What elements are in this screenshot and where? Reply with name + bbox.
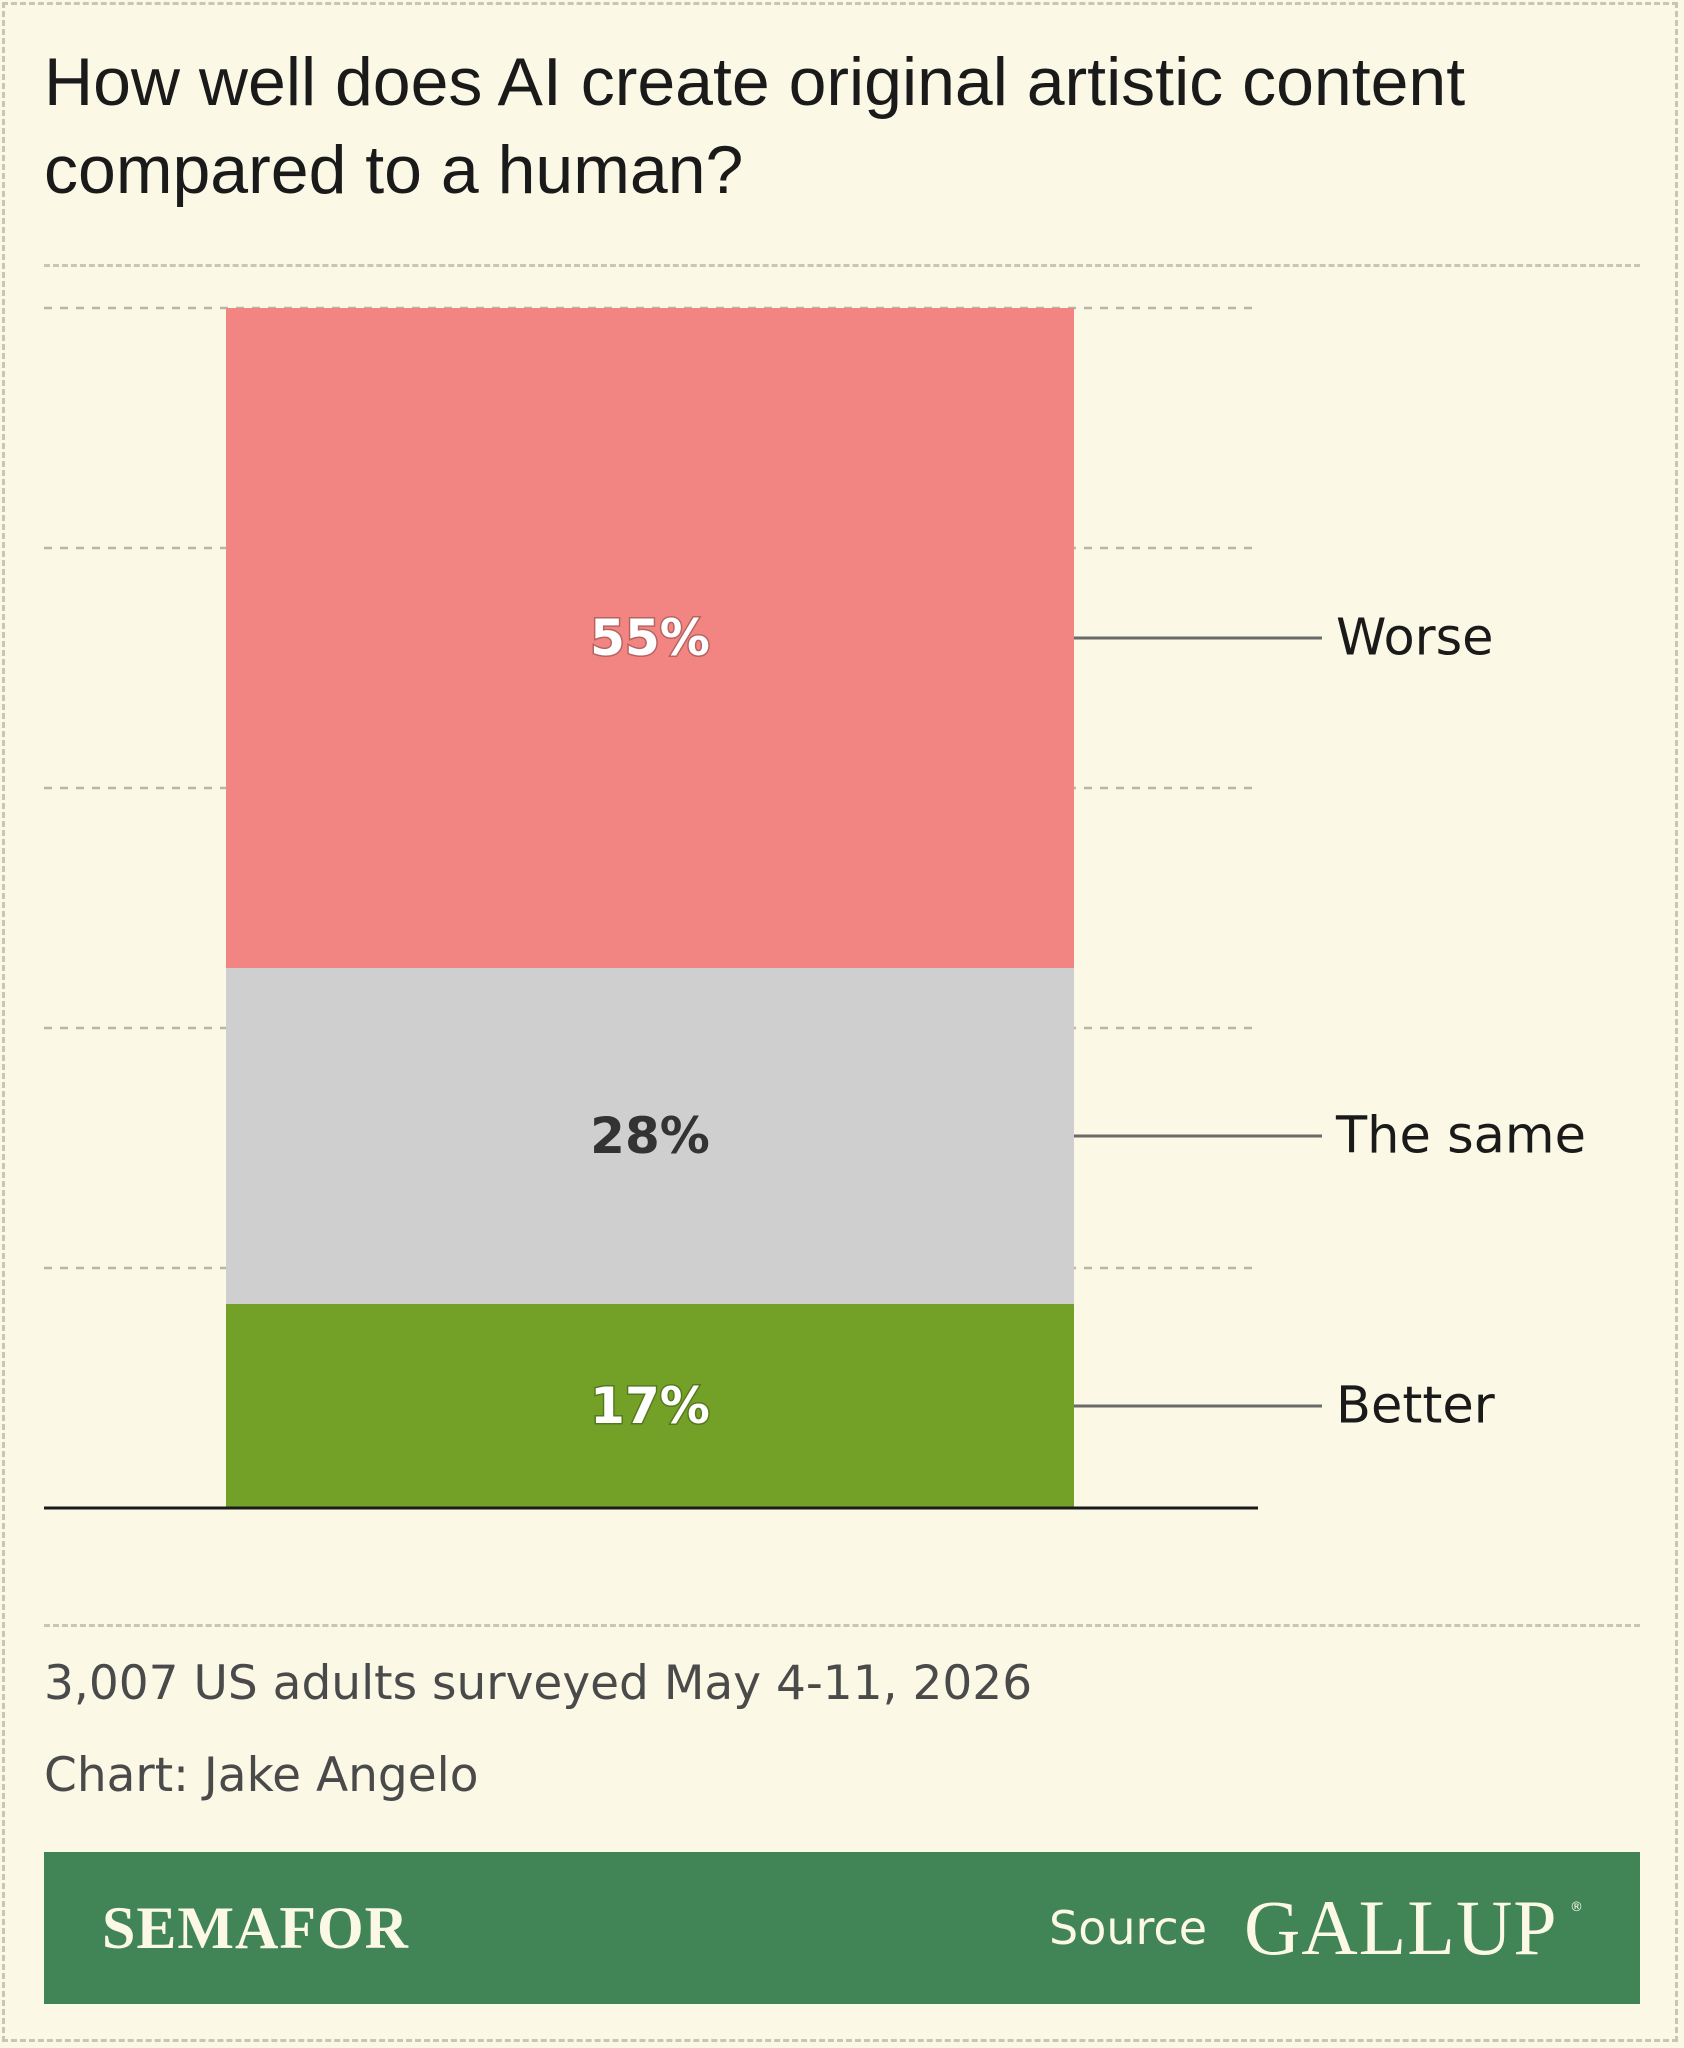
footer-bar: SEMAFOR Source GALLUP ® <box>44 1852 1640 2004</box>
category-label-worse: Worse <box>1336 609 1494 668</box>
sample-note: 3,007 US adults surveyed May 4-11, 2026 <box>44 1656 1033 1711</box>
registered-mark: ® <box>1570 1900 1583 1915</box>
data-label-worse: 55% <box>590 609 710 667</box>
title-divider <box>44 264 1640 267</box>
brand-logo: SEMAFOR <box>102 1895 409 1961</box>
label-leaders: Better The same Worse <box>1074 609 1586 1436</box>
bar-segment-worse <box>226 308 1074 968</box>
bar-segment-better <box>226 1304 1074 1508</box>
bar-segments: 17% 28% 55% <box>226 308 1074 1508</box>
notes-divider <box>44 1624 1640 1627</box>
data-label-the-same: 28% <box>590 1107 710 1165</box>
chart-title: How well does AI create original artisti… <box>44 44 1466 208</box>
source-logo: GALLUP <box>1244 1884 1558 1971</box>
data-label-better: 17% <box>590 1377 710 1435</box>
category-label-better: Better <box>1336 1377 1495 1436</box>
category-label-the-same: The same <box>1335 1107 1586 1166</box>
bar-segment-the-same <box>226 968 1074 1304</box>
stacked-bar-chart: 17% 28% 55% Better The same Worse <box>44 306 1586 1510</box>
source-label: Source <box>1049 1901 1207 1955</box>
credit-note: Chart: Jake Angelo <box>44 1748 479 1803</box>
